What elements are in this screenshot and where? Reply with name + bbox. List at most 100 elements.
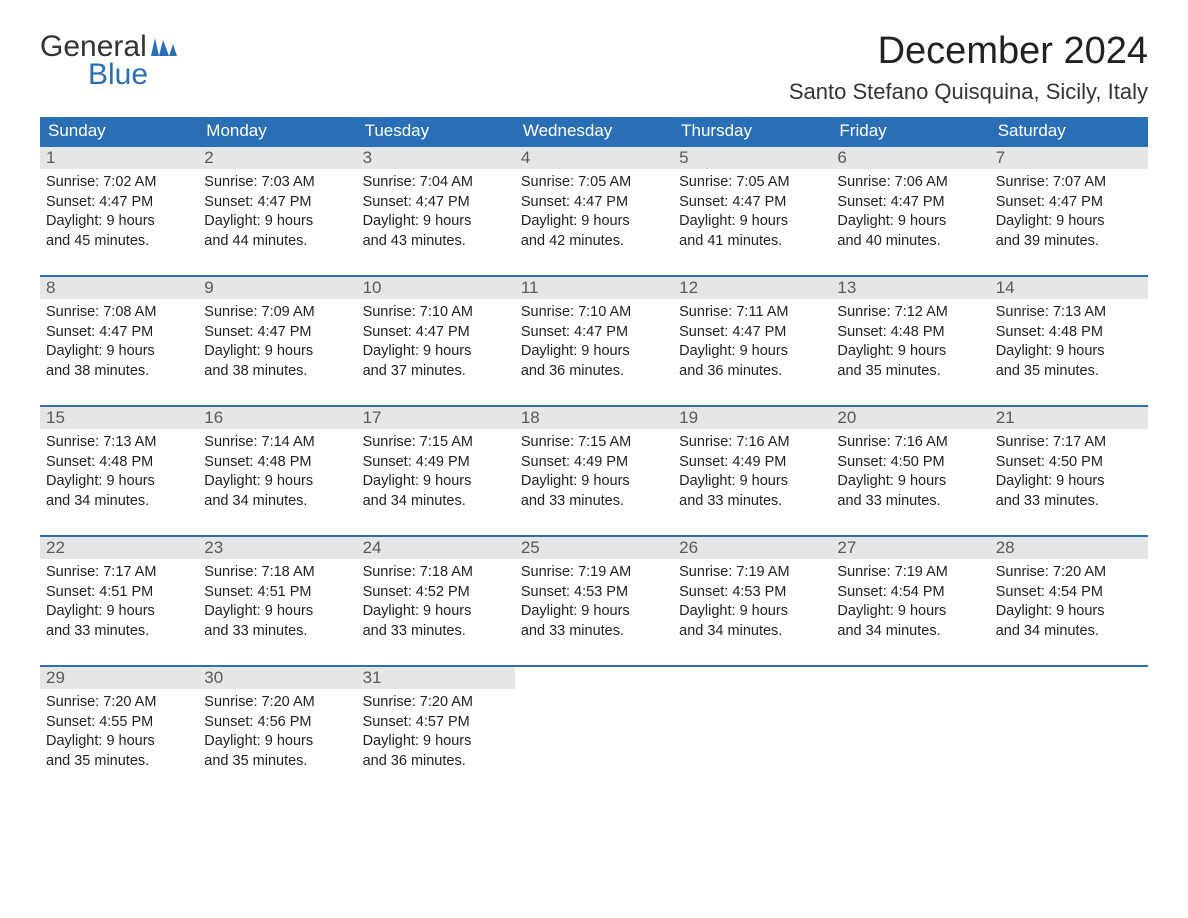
day-content: Sunrise: 7:03 AMSunset: 4:47 PMDaylight:… [198, 169, 356, 257]
day-number: 3 [357, 147, 515, 169]
day-sunrise-line: Sunrise: 7:15 AM [363, 433, 509, 453]
day-content: Sunrise: 7:17 AMSunset: 4:50 PMDaylight:… [990, 429, 1148, 517]
calendar-day-cell [515, 667, 673, 787]
day-sunset-line: Sunset: 4:53 PM [679, 583, 825, 603]
day-content: Sunrise: 7:16 AMSunset: 4:50 PMDaylight:… [831, 429, 989, 517]
day-number: 12 [673, 277, 831, 299]
day-sunset-line: Sunset: 4:48 PM [46, 453, 192, 473]
day-daylight2-line: and 41 minutes. [679, 232, 825, 252]
calendar-day-cell: 2Sunrise: 7:03 AMSunset: 4:47 PMDaylight… [198, 147, 356, 267]
day-daylight1-line: Daylight: 9 hours [46, 732, 192, 752]
day-sunset-line: Sunset: 4:47 PM [363, 323, 509, 343]
day-daylight1-line: Daylight: 9 hours [363, 342, 509, 362]
day-daylight1-line: Daylight: 9 hours [46, 212, 192, 232]
logo: General Blue [40, 30, 177, 92]
day-sunrise-line: Sunrise: 7:05 AM [679, 173, 825, 193]
day-number: 11 [515, 277, 673, 299]
day-daylight2-line: and 35 minutes. [204, 752, 350, 772]
day-daylight2-line: and 37 minutes. [363, 362, 509, 382]
weekday-label: Thursday [673, 117, 831, 145]
weekday-label: Friday [831, 117, 989, 145]
calendar-day-cell: 7Sunrise: 7:07 AMSunset: 4:47 PMDaylight… [990, 147, 1148, 267]
calendar-day-cell: 11Sunrise: 7:10 AMSunset: 4:47 PMDayligh… [515, 277, 673, 397]
day-number: 9 [198, 277, 356, 299]
day-sunrise-line: Sunrise: 7:17 AM [46, 563, 192, 583]
day-daylight2-line: and 33 minutes. [204, 622, 350, 642]
day-content: Sunrise: 7:18 AMSunset: 4:52 PMDaylight:… [357, 559, 515, 647]
day-sunset-line: Sunset: 4:47 PM [363, 193, 509, 213]
day-daylight1-line: Daylight: 9 hours [996, 212, 1142, 232]
day-daylight1-line: Daylight: 9 hours [521, 212, 667, 232]
day-content: Sunrise: 7:19 AMSunset: 4:53 PMDaylight:… [673, 559, 831, 647]
day-daylight2-line: and 36 minutes. [363, 752, 509, 772]
day-sunrise-line: Sunrise: 7:20 AM [46, 693, 192, 713]
calendar-day-cell: 25Sunrise: 7:19 AMSunset: 4:53 PMDayligh… [515, 537, 673, 657]
day-number: 16 [198, 407, 356, 429]
day-sunrise-line: Sunrise: 7:11 AM [679, 303, 825, 323]
day-sunrise-line: Sunrise: 7:20 AM [996, 563, 1142, 583]
day-content: Sunrise: 7:20 AMSunset: 4:55 PMDaylight:… [40, 689, 198, 777]
day-daylight1-line: Daylight: 9 hours [363, 212, 509, 232]
day-sunrise-line: Sunrise: 7:05 AM [521, 173, 667, 193]
day-content: Sunrise: 7:15 AMSunset: 4:49 PMDaylight:… [515, 429, 673, 517]
day-sunset-line: Sunset: 4:57 PM [363, 713, 509, 733]
day-daylight2-line: and 33 minutes. [679, 492, 825, 512]
day-daylight2-line: and 34 minutes. [46, 492, 192, 512]
day-sunset-line: Sunset: 4:47 PM [46, 323, 192, 343]
calendar-day-cell: 26Sunrise: 7:19 AMSunset: 4:53 PMDayligh… [673, 537, 831, 657]
day-sunset-line: Sunset: 4:53 PM [521, 583, 667, 603]
day-sunrise-line: Sunrise: 7:19 AM [521, 563, 667, 583]
day-daylight2-line: and 34 minutes. [837, 622, 983, 642]
calendar-day-cell: 28Sunrise: 7:20 AMSunset: 4:54 PMDayligh… [990, 537, 1148, 657]
day-sunrise-line: Sunrise: 7:06 AM [837, 173, 983, 193]
calendar-day-cell: 6Sunrise: 7:06 AMSunset: 4:47 PMDaylight… [831, 147, 989, 267]
day-daylight1-line: Daylight: 9 hours [204, 212, 350, 232]
day-number: 4 [515, 147, 673, 169]
day-sunset-line: Sunset: 4:47 PM [204, 193, 350, 213]
day-sunset-line: Sunset: 4:47 PM [521, 323, 667, 343]
calendar-day-cell: 14Sunrise: 7:13 AMSunset: 4:48 PMDayligh… [990, 277, 1148, 397]
day-number: 22 [40, 537, 198, 559]
day-number: 21 [990, 407, 1148, 429]
calendar-week-row: 22Sunrise: 7:17 AMSunset: 4:51 PMDayligh… [40, 535, 1148, 657]
month-title: December 2024 [789, 30, 1148, 73]
calendar-day-cell: 9Sunrise: 7:09 AMSunset: 4:47 PMDaylight… [198, 277, 356, 397]
day-sunset-line: Sunset: 4:47 PM [837, 193, 983, 213]
calendar-week-row: 8Sunrise: 7:08 AMSunset: 4:47 PMDaylight… [40, 275, 1148, 397]
day-daylight1-line: Daylight: 9 hours [837, 602, 983, 622]
day-sunrise-line: Sunrise: 7:15 AM [521, 433, 667, 453]
calendar-day-cell: 18Sunrise: 7:15 AMSunset: 4:49 PMDayligh… [515, 407, 673, 527]
logo-text-blue: Blue [88, 58, 148, 92]
calendar-day-cell: 29Sunrise: 7:20 AMSunset: 4:55 PMDayligh… [40, 667, 198, 787]
day-content: Sunrise: 7:18 AMSunset: 4:51 PMDaylight:… [198, 559, 356, 647]
calendar-day-cell: 20Sunrise: 7:16 AMSunset: 4:50 PMDayligh… [831, 407, 989, 527]
day-sunrise-line: Sunrise: 7:19 AM [837, 563, 983, 583]
day-sunrise-line: Sunrise: 7:07 AM [996, 173, 1142, 193]
day-number: 8 [40, 277, 198, 299]
day-daylight1-line: Daylight: 9 hours [679, 212, 825, 232]
day-sunrise-line: Sunrise: 7:12 AM [837, 303, 983, 323]
calendar-day-cell: 5Sunrise: 7:05 AMSunset: 4:47 PMDaylight… [673, 147, 831, 267]
day-sunrise-line: Sunrise: 7:02 AM [46, 173, 192, 193]
day-sunset-line: Sunset: 4:48 PM [204, 453, 350, 473]
day-sunset-line: Sunset: 4:47 PM [679, 193, 825, 213]
day-daylight2-line: and 45 minutes. [46, 232, 192, 252]
page-header: General Blue December 2024 Santo Stefano… [40, 30, 1148, 105]
day-sunrise-line: Sunrise: 7:09 AM [204, 303, 350, 323]
day-content: Sunrise: 7:12 AMSunset: 4:48 PMDaylight:… [831, 299, 989, 387]
day-daylight1-line: Daylight: 9 hours [996, 472, 1142, 492]
calendar-day-cell: 12Sunrise: 7:11 AMSunset: 4:47 PMDayligh… [673, 277, 831, 397]
day-daylight1-line: Daylight: 9 hours [996, 342, 1142, 362]
calendar-day-cell: 8Sunrise: 7:08 AMSunset: 4:47 PMDaylight… [40, 277, 198, 397]
calendar-day-cell: 4Sunrise: 7:05 AMSunset: 4:47 PMDaylight… [515, 147, 673, 267]
day-number: 7 [990, 147, 1148, 169]
day-sunset-line: Sunset: 4:47 PM [204, 323, 350, 343]
day-daylight1-line: Daylight: 9 hours [363, 472, 509, 492]
calendar-week-row: 1Sunrise: 7:02 AMSunset: 4:47 PMDaylight… [40, 145, 1148, 267]
calendar-week-row: 15Sunrise: 7:13 AMSunset: 4:48 PMDayligh… [40, 405, 1148, 527]
day-daylight2-line: and 38 minutes. [46, 362, 192, 382]
day-daylight1-line: Daylight: 9 hours [204, 732, 350, 752]
calendar-day-cell: 19Sunrise: 7:16 AMSunset: 4:49 PMDayligh… [673, 407, 831, 527]
day-number: 28 [990, 537, 1148, 559]
calendar-day-cell: 17Sunrise: 7:15 AMSunset: 4:49 PMDayligh… [357, 407, 515, 527]
